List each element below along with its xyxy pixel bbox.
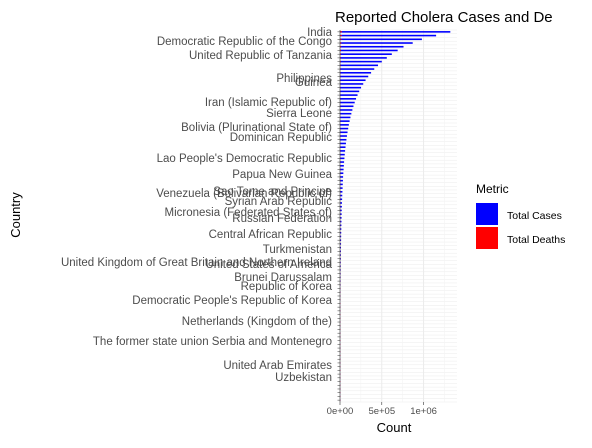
bar-total-cases: [340, 165, 344, 167]
y-tick-label: The former state union Serbia and Monten…: [93, 336, 332, 348]
y-tick-label: Papua New Guinea: [232, 169, 332, 181]
bar-total-cases: [340, 65, 378, 67]
bar-total-cases: [340, 161, 344, 163]
y-tick-label: Sierra Leone: [266, 108, 332, 120]
bar-total-cases: [340, 184, 343, 186]
y-tick-label: Guinea: [295, 77, 333, 89]
bar-total-cases: [340, 83, 363, 85]
x-tick-label: 0e+00: [327, 406, 354, 417]
bar-total-cases: [340, 150, 345, 152]
x-axis-title: Count: [377, 420, 412, 435]
y-tick-label: Dominican Republic: [230, 132, 333, 144]
bar-total-deaths: [340, 31, 342, 32]
bar-total-cases: [340, 91, 359, 93]
y-axis-title: Country: [8, 192, 23, 238]
y-tick-label: Republic of Korea: [241, 281, 333, 293]
bar-total-cases: [340, 102, 355, 104]
y-tick-label: Democratic People's Republic of Korea: [132, 295, 332, 307]
y-tick-label: Democratic Republic of the Congo: [157, 36, 332, 48]
bar-total-cases: [340, 117, 350, 119]
bar-total-cases: [340, 139, 346, 141]
legend: Metric Total Cases Total Deaths: [476, 182, 565, 249]
y-tick-label: Netherlands (Kingdom of the): [182, 316, 332, 328]
y-tick-label: United States of America: [205, 259, 332, 271]
bar-total-cases: [340, 132, 348, 134]
bar-total-cases: [340, 109, 352, 111]
grid-layer: [340, 30, 457, 402]
bar-total-cases: [340, 172, 343, 174]
bar-total-cases: [340, 35, 436, 37]
bar-total-cases: [340, 57, 387, 59]
bar-total-cases: [340, 128, 348, 130]
y-tick-label: Central African Republic: [209, 229, 333, 241]
x-tick-label: 5e+05: [368, 406, 395, 417]
bar-total-cases: [340, 98, 356, 100]
bar-total-cases: [340, 39, 422, 41]
y-tick-label: Uzbekistan: [275, 372, 332, 384]
bar-total-cases: [340, 135, 347, 137]
bar-total-cases: [340, 120, 350, 122]
y-tick-label: United Republic of Tanzania: [189, 50, 333, 62]
bar-total-cases: [340, 105, 353, 107]
bar-total-cases: [340, 154, 345, 156]
legend-title: Metric: [476, 182, 509, 196]
bar-total-cases: [340, 72, 371, 74]
legend-label-total-deaths: Total Deaths: [507, 234, 565, 246]
y-tick-label: United Arab Emirates: [223, 360, 332, 372]
bar-total-cases: [340, 87, 361, 89]
bar-total-cases: [340, 143, 346, 145]
legend-swatch-total-cases: [476, 203, 498, 225]
bar-total-cases: [340, 146, 346, 148]
chart-title: Reported Cholera Cases and De: [335, 9, 553, 26]
bar-total-cases: [340, 79, 366, 81]
bar-total-cases: [340, 68, 374, 70]
bar-total-cases: [340, 169, 344, 171]
legend-label-total-cases: Total Cases: [507, 210, 562, 222]
bar-total-cases: [340, 31, 450, 33]
bar-total-cases: [340, 50, 398, 52]
bar-total-cases: [340, 158, 344, 160]
y-tick-label: Turkmenistan: [263, 244, 332, 256]
y-tick-label: Russian Federation: [232, 213, 332, 225]
bar-total-cases: [340, 124, 349, 126]
bar-total-cases: [340, 76, 368, 78]
bar-total-cases: [340, 94, 358, 96]
y-tick-label: Lao People's Democratic Republic: [157, 153, 333, 165]
bar-total-cases: [340, 176, 343, 178]
bar-total-cases: [340, 61, 382, 63]
x-tick-label: 1e+06: [410, 406, 437, 417]
bar-total-cases: [340, 42, 413, 44]
bar-total-cases: [340, 113, 351, 115]
bar-total-cases: [340, 180, 343, 182]
bar-total-cases: [340, 46, 404, 48]
bar-total-cases: [340, 53, 392, 55]
legend-swatch-total-deaths: [476, 227, 498, 249]
